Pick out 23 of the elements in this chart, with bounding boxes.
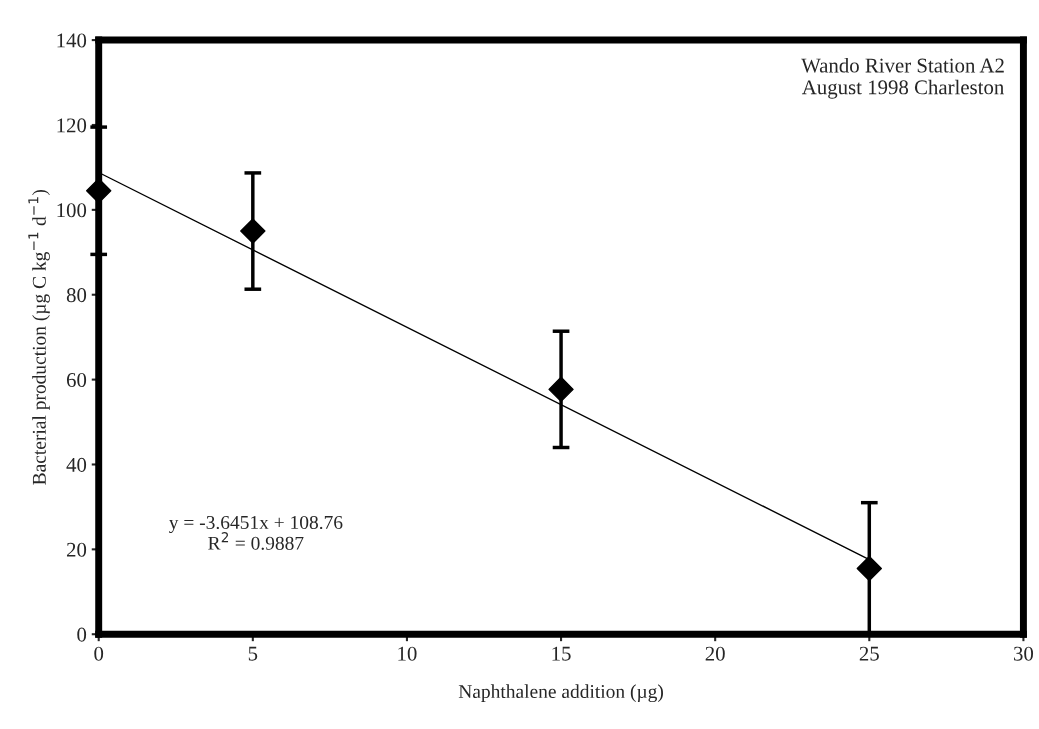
- x-axis-title: Naphthalene addition (µg): [458, 684, 663, 703]
- annotation: Wando River Station A2 August 1998 Charleston: [801, 57, 1004, 99]
- y-tick-label: 140: [57, 33, 87, 48]
- y-tick-label: 40: [66, 457, 87, 472]
- y-tick-label: 20: [66, 542, 87, 557]
- x-tick-label: 15: [552, 646, 571, 661]
- x-tick-label: 10: [398, 646, 417, 661]
- y-tick-label: 100: [57, 203, 87, 218]
- annotation: y = -3.6451x + 108.76 R$^{2}$ = 0.9887: [169, 515, 343, 550]
- x-tick-label: 20: [705, 646, 725, 661]
- x-tick-label: 25: [859, 646, 879, 661]
- x-tick-label: 5: [248, 646, 258, 661]
- point: [86, 178, 112, 204]
- y-axis-title: Bacterial production (µg C kg$^{−1}$ d$^{−1}$): [28, 189, 50, 485]
- point: [240, 218, 266, 244]
- y-tick-label: 60: [66, 372, 87, 388]
- y-tick-label: 120: [57, 118, 87, 133]
- point: [856, 555, 883, 582]
- y-tick-label: 0: [77, 627, 87, 642]
- y-tick-label: 80: [66, 288, 87, 303]
- point: [548, 376, 574, 403]
- x-tick-label: 30: [1013, 646, 1034, 661]
- x-tick-label: 0: [94, 646, 104, 661]
